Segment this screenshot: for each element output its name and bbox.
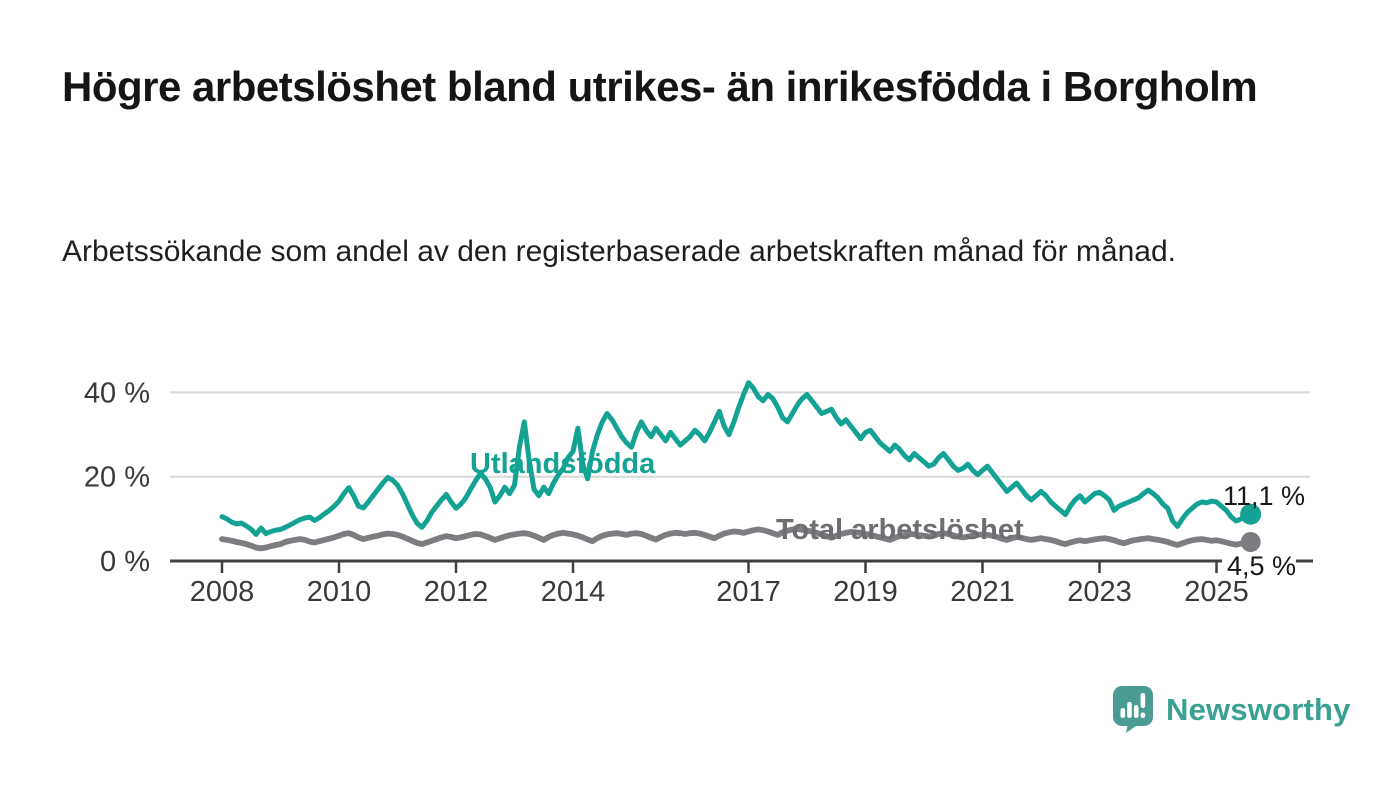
newsworthy-wordmark: Newsworthy [1166, 691, 1351, 727]
x-axis-tick-label: 2012 [424, 576, 489, 608]
y-axis-tick-label: 20 % [84, 462, 150, 494]
end-value-label-total: 4,5 % [1227, 551, 1297, 581]
page-title: Högre arbetslöshet bland utrikes- än inr… [62, 63, 1258, 110]
end-value-label-utlandsfodda: 11,1 % [1223, 481, 1306, 511]
series-lines [219, 380, 1262, 553]
x-axis-tick-label: 2014 [541, 576, 606, 608]
x-axis-tick-label: 2010 [307, 576, 372, 608]
x-axis-tick-label: 2023 [1067, 576, 1132, 608]
speech-bubble-bar-chart-icon [1113, 686, 1153, 733]
y-axis-tick-label: 40 % [84, 377, 150, 409]
line-chart: 0 % 20 % 40 % 2008 2010 2012 2014 2017 2019 2021… [84, 377, 1313, 608]
unemployment-line-chart-svg: 0 % 20 % 40 % 2008 2010 2012 2014 2017 2019 2021… [84, 377, 1313, 608]
x-axis-tick-label: 2021 [950, 576, 1015, 608]
y-axis-labels: 0 % 20 % 40 % [84, 377, 150, 578]
x-axis-labels: 2008 2010 2012 2014 2017 2019 2021 2023 2025 [190, 576, 1249, 608]
y-axis-tick-label: 0 % [100, 546, 150, 578]
x-axis-tick-label: 2019 [833, 576, 898, 608]
x-axis-tick-label: 2017 [716, 576, 781, 608]
newsworthy-logo[interactable]: Newsworthy [1113, 686, 1351, 733]
x-axis-tick-label: 2025 [1184, 576, 1249, 608]
series-end-dot-total [1240, 532, 1261, 553]
x-axis-tick-label: 2008 [190, 576, 255, 608]
chart-subtitle: Arbetssökande som andel av den registerb… [62, 235, 1176, 268]
gridlines [170, 391, 1310, 478]
series-line-utlandsfodda [219, 380, 1254, 537]
x-axis [170, 559, 1313, 573]
series-label-utlandsfodda: Utlandsfödda [470, 448, 656, 480]
series-line-total [219, 526, 1254, 552]
series-end-dot-utlandsfodda [1240, 503, 1262, 525]
series-label-total-arbetsloshet: Total arbetslöshet [776, 514, 1024, 546]
